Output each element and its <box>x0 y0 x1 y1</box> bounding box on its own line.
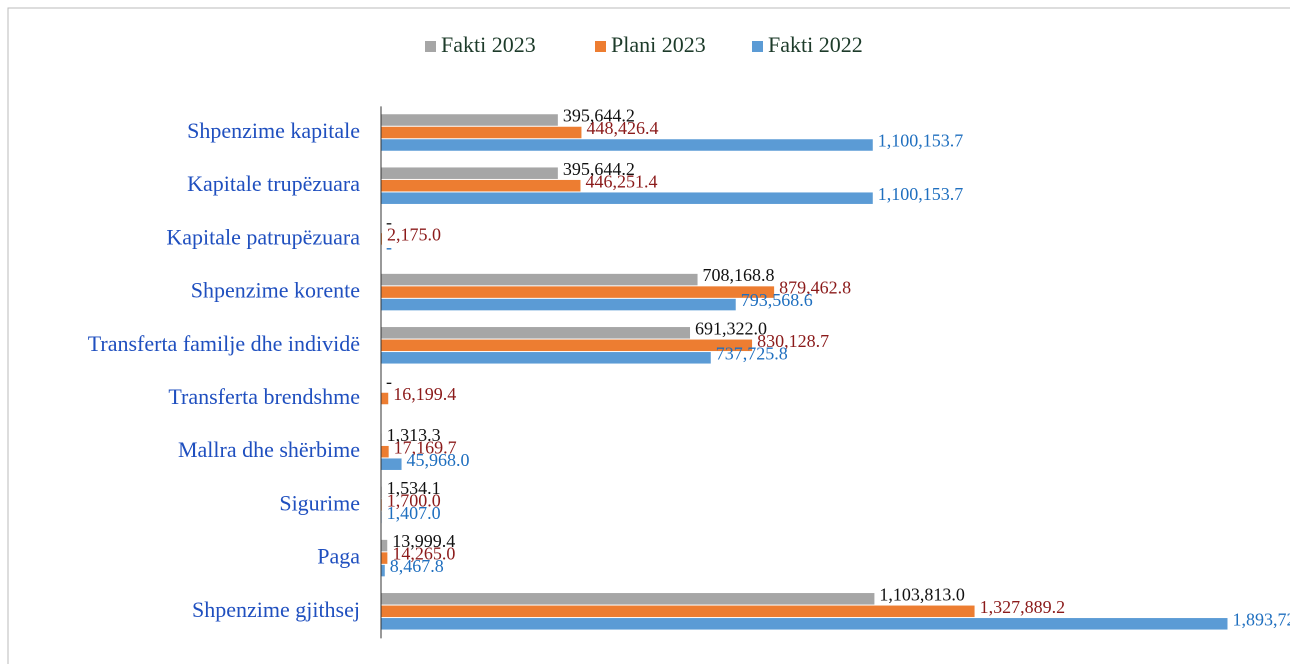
bar <box>381 327 691 339</box>
data-label: 1,313.3 <box>387 425 441 445</box>
data-label: 1,407.0 <box>387 503 441 523</box>
data-label: 830,128.7 <box>757 331 829 351</box>
bar <box>381 114 558 126</box>
category-label: Sigurime <box>279 490 360 515</box>
legend-swatch <box>595 41 606 52</box>
legend-swatch <box>752 41 763 52</box>
category-label: Shpenzime kapitale <box>187 118 360 143</box>
data-label: 1,100,153.7 <box>878 131 964 151</box>
category-label: Shpenzime korente <box>191 278 360 303</box>
bar <box>381 352 711 364</box>
legend-label: Fakti 2023 <box>441 32 536 57</box>
data-label: 1,327,889.2 <box>980 597 1065 617</box>
data-label: 8,467.8 <box>390 556 444 576</box>
legend-label: Plani 2023 <box>611 32 706 57</box>
data-label: 448,426.4 <box>586 118 658 138</box>
bar <box>381 192 873 204</box>
data-label: 2,175.0 <box>387 225 441 245</box>
data-label: 446,251.4 <box>585 171 657 191</box>
bar <box>381 445 389 458</box>
bar <box>381 179 581 192</box>
bar <box>381 564 385 577</box>
data-label: 1,103,813.0 <box>879 584 965 604</box>
legend-swatch <box>425 41 436 52</box>
category-label: Mallra dhe shërbime <box>178 437 360 462</box>
bar <box>381 392 389 405</box>
data-label: 879,462.8 <box>779 278 851 298</box>
category-label: Kapitale patrupëzuara <box>166 224 360 249</box>
bar <box>381 126 582 139</box>
bar <box>381 618 1228 630</box>
data-label: 708,168.8 <box>703 265 775 285</box>
bar <box>381 139 873 151</box>
category-label: Paga <box>317 544 360 569</box>
data-label: 793,568.6 <box>741 290 813 310</box>
data-label: 1,100,153.7 <box>878 184 964 204</box>
data-label: 737,725.8 <box>716 343 788 363</box>
data-label: - <box>386 212 392 232</box>
bar <box>381 298 736 311</box>
data-label: - <box>386 372 392 392</box>
data-label: 14,265.0 <box>392 544 455 564</box>
bar <box>381 539 388 552</box>
category-label: Shpenzime gjithsej <box>192 597 360 622</box>
data-label: 16,199.4 <box>393 384 456 404</box>
bar <box>381 167 558 179</box>
data-label: 13,999.4 <box>392 531 455 551</box>
legend: Fakti 2023 Plani 2023 Fakti 2022 <box>425 32 863 57</box>
legend-label: Fakti 2022 <box>768 32 863 57</box>
data-label: 691,322.0 <box>695 318 767 338</box>
data-label: 45,968.0 <box>407 450 470 470</box>
data-label: - <box>386 237 392 257</box>
bar <box>381 286 775 298</box>
bar <box>381 339 753 352</box>
category-label: Transferta familje dhe individë <box>88 331 360 356</box>
data-label: 395,644.2 <box>563 106 635 126</box>
data-label: 1,700.0 <box>387 491 441 511</box>
category-label: Kapitale trupëzuara <box>187 171 360 196</box>
bar <box>381 273 698 286</box>
data-label: 1,893,722.3 <box>1232 609 1290 629</box>
category-label: Transferta brendshme <box>168 384 360 409</box>
bar <box>381 593 875 605</box>
bar <box>381 458 402 470</box>
data-label: 1,534.1 <box>387 478 441 498</box>
bar <box>381 605 975 618</box>
data-label: 17,169.7 <box>394 437 457 457</box>
bar <box>381 552 388 564</box>
data-label: 395,644.2 <box>563 159 635 179</box>
chart-frame <box>7 7 1290 669</box>
